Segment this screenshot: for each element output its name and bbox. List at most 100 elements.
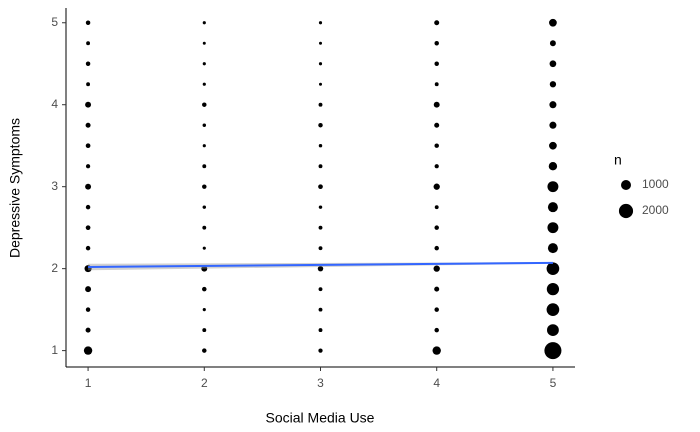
point	[202, 205, 207, 209]
point	[433, 265, 440, 272]
x-axis-label: Social Media Use	[266, 410, 375, 426]
point	[318, 328, 323, 333]
point	[85, 61, 91, 66]
point	[319, 41, 322, 45]
point	[548, 162, 558, 171]
point	[318, 184, 323, 190]
point	[85, 122, 91, 128]
point	[318, 122, 323, 128]
point	[85, 286, 92, 293]
point	[549, 141, 557, 150]
point	[318, 164, 323, 169]
y-tick-label: 5	[51, 15, 58, 29]
point	[434, 286, 440, 292]
point	[549, 101, 557, 109]
fit-line	[88, 261, 553, 269]
point	[317, 265, 324, 272]
point	[86, 82, 91, 87]
point	[201, 265, 208, 272]
x-tick-label: 4	[433, 376, 440, 390]
point	[202, 184, 207, 189]
point	[319, 82, 322, 86]
y-tick-label: 1	[51, 343, 58, 357]
x-tick-label: 1	[85, 376, 92, 390]
point	[318, 102, 323, 107]
point	[434, 41, 439, 46]
point	[202, 328, 207, 333]
point	[318, 287, 323, 292]
point	[85, 20, 91, 25]
point	[86, 41, 91, 46]
point	[202, 164, 207, 169]
point	[547, 243, 558, 254]
point	[202, 62, 206, 66]
point	[434, 225, 439, 230]
point	[202, 308, 206, 312]
point	[433, 183, 440, 190]
point	[547, 222, 559, 234]
point	[202, 21, 206, 25]
point	[549, 81, 557, 88]
point	[434, 143, 439, 148]
point	[85, 307, 91, 312]
point	[434, 307, 439, 312]
y-tick-label: 2	[51, 261, 58, 275]
point	[547, 324, 559, 337]
point	[434, 61, 439, 66]
point	[434, 82, 439, 87]
point	[85, 143, 91, 149]
legend-key	[618, 203, 634, 219]
x-tick-label: 5	[550, 376, 557, 390]
point	[318, 205, 323, 209]
point	[318, 225, 323, 230]
point	[318, 348, 323, 353]
point	[546, 262, 560, 275]
legend-label: 1000	[642, 177, 669, 191]
point	[434, 164, 439, 169]
point	[202, 82, 206, 86]
point	[202, 144, 206, 148]
legend-label: 2000	[642, 203, 669, 217]
point	[83, 346, 93, 355]
point	[202, 123, 207, 127]
y-tick-label: 3	[51, 179, 58, 193]
point	[544, 342, 562, 360]
point	[85, 183, 92, 190]
point	[433, 101, 440, 108]
point	[318, 21, 323, 25]
point	[85, 101, 92, 108]
point	[434, 205, 439, 210]
point	[85, 164, 91, 169]
point	[202, 246, 206, 250]
point	[434, 327, 439, 333]
legend-key	[621, 180, 631, 190]
point	[202, 41, 206, 45]
y-tick-label: 4	[51, 97, 58, 111]
point	[202, 102, 207, 107]
point	[546, 303, 560, 316]
point	[85, 327, 91, 333]
point	[85, 204, 91, 210]
point	[85, 225, 91, 231]
point	[202, 225, 207, 230]
point	[549, 121, 557, 129]
point	[432, 346, 441, 355]
point	[434, 122, 440, 128]
x-tick-label: 2	[201, 376, 208, 390]
point	[547, 181, 559, 193]
x-tick-label: 3	[317, 376, 324, 390]
point	[202, 348, 207, 353]
y-axis-label: Depressive Symptoms	[7, 118, 23, 258]
point	[318, 307, 323, 312]
point	[546, 283, 560, 296]
legend-title: n	[614, 152, 622, 168]
point	[434, 20, 440, 26]
point	[85, 245, 91, 251]
point	[549, 40, 556, 47]
point	[549, 18, 557, 27]
point	[318, 62, 323, 66]
point	[318, 246, 323, 251]
point	[549, 60, 557, 68]
point	[434, 245, 439, 251]
